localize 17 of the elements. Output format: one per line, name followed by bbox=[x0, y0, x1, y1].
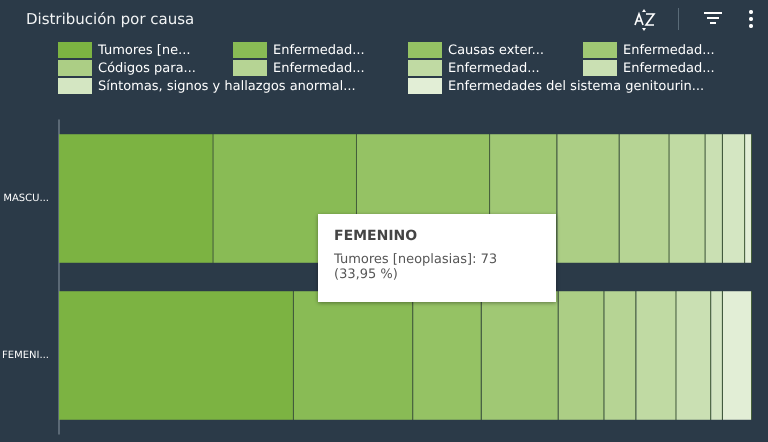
y-tick-label: MASCU... bbox=[3, 193, 49, 204]
legend-label: Códigos para... bbox=[98, 60, 196, 76]
legend-label: Síntomas, signos y hallazgos anormal... bbox=[98, 78, 356, 94]
legend-label: Enfermedades del sistema genitourin... bbox=[448, 78, 704, 94]
tooltip-card: FEMENINO Tumores [neoplasias]: 73 (33,95 %) bbox=[318, 214, 556, 302]
legend-label: Tumores [ne... bbox=[98, 42, 190, 58]
annotation: (33,95 %) bbox=[334, 267, 399, 282]
legend-label: Enfermedad... bbox=[448, 60, 540, 76]
y-tick-label: FEMENI... bbox=[2, 350, 49, 362]
legend-label: Enfermedad... bbox=[273, 60, 365, 76]
legend-label: Enfermedad... bbox=[623, 42, 715, 58]
legend-label: Enfermedad... bbox=[623, 60, 715, 76]
chart-title: Distribución por causa bbox=[26, 10, 194, 28]
legend-label: Causas exter... bbox=[448, 42, 544, 58]
annotation: FEMENINO bbox=[334, 228, 418, 244]
annotation: Tumores [neoplasias]: 73 bbox=[334, 252, 498, 267]
legend-label: Enfermedad... bbox=[273, 42, 365, 58]
